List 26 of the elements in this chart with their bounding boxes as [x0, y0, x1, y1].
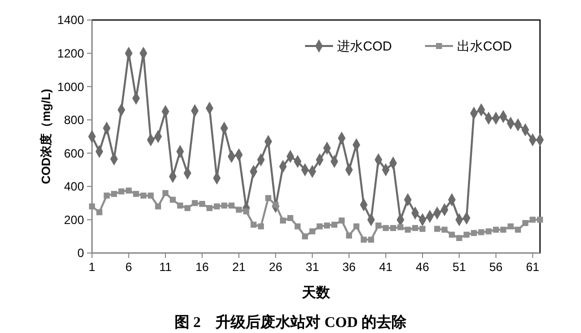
x-tick-label: 1 [88, 260, 96, 274]
y-tick-label: 200 [64, 212, 84, 227]
x-tick-label: 51 [452, 260, 466, 274]
legend-label: 出水COD [457, 38, 512, 54]
x-tick-label: 46 [416, 260, 430, 274]
x-tick-label: 36 [342, 260, 356, 274]
y-tick-label: 400 [64, 180, 84, 194]
y-axis-title: COD浓度（mg/L) [39, 88, 53, 184]
x-tick-label: 41 [379, 260, 393, 274]
x-tick-label: 31 [306, 260, 320, 274]
y-tick-label: 1200 [57, 46, 84, 60]
x-tick-label: 61 [526, 260, 540, 274]
y-tick-label: 1400 [57, 13, 84, 28]
text: 图 2 升级后废水站对 COD 的去除 [174, 313, 408, 331]
y-tick-label: 600 [64, 146, 84, 160]
legend-label: 进水COD [337, 38, 392, 54]
y-tick-label: 800 [64, 113, 84, 128]
x-tick-label: 11 [159, 260, 172, 274]
x-tick-label: 16 [195, 260, 210, 274]
x-tick-label: 6 [125, 260, 132, 274]
x-tick-label: 56 [489, 260, 503, 274]
y-tick-label: 0 [77, 246, 84, 260]
x-axis-title: 天数 [301, 284, 331, 300]
x-tick-label: 26 [268, 260, 283, 274]
x-tick-label: 21 [232, 260, 246, 274]
y-tick-label: 1000 [57, 80, 84, 94]
